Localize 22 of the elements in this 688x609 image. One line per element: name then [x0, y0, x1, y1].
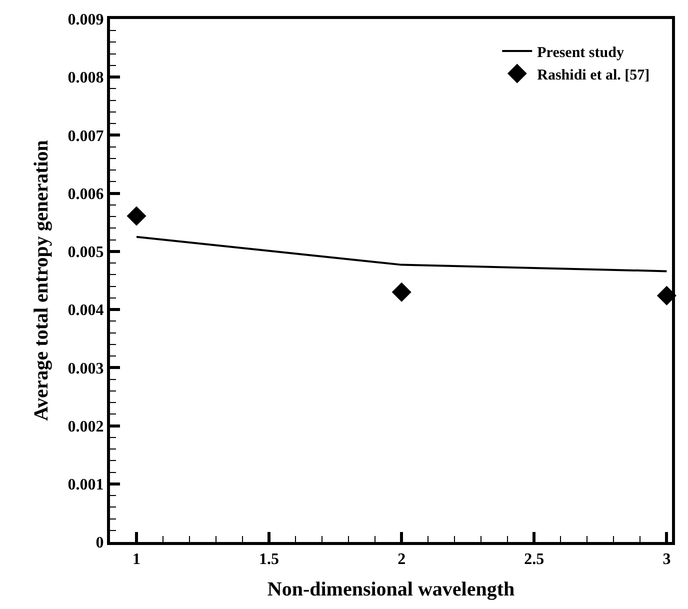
legend-label: Present study: [537, 44, 624, 61]
point: [126, 206, 146, 226]
point: [392, 282, 412, 302]
y-tick-label: 0.005: [68, 244, 104, 262]
legend-label: Rashidi et al. [57]: [537, 67, 650, 84]
x-tick-label: 3: [662, 551, 671, 568]
x-tick-label: 1: [132, 551, 141, 568]
x-axis-title: Non-dimensional wavelength: [267, 578, 515, 601]
y-tick-label: 0.008: [68, 70, 104, 87]
x-tick-label: 2: [398, 551, 406, 568]
y-tick-label: 0.004: [68, 302, 104, 320]
y-tick-label: 0.006: [68, 186, 104, 203]
x-tick-label: 1.5: [259, 551, 280, 568]
y-tick-label: 0.002: [68, 418, 104, 436]
y-tick-label: 0.009: [68, 12, 104, 29]
y-axis-title: Average total entropy generation: [30, 140, 52, 421]
y-tick-label: 0.001: [68, 476, 104, 494]
point: [656, 286, 676, 306]
y-tick-label: 0: [96, 534, 104, 552]
y-tick-label: 0.003: [68, 360, 104, 378]
y-tick-label: 0.007: [68, 128, 104, 145]
x-tick-label: 2.5: [524, 551, 544, 568]
